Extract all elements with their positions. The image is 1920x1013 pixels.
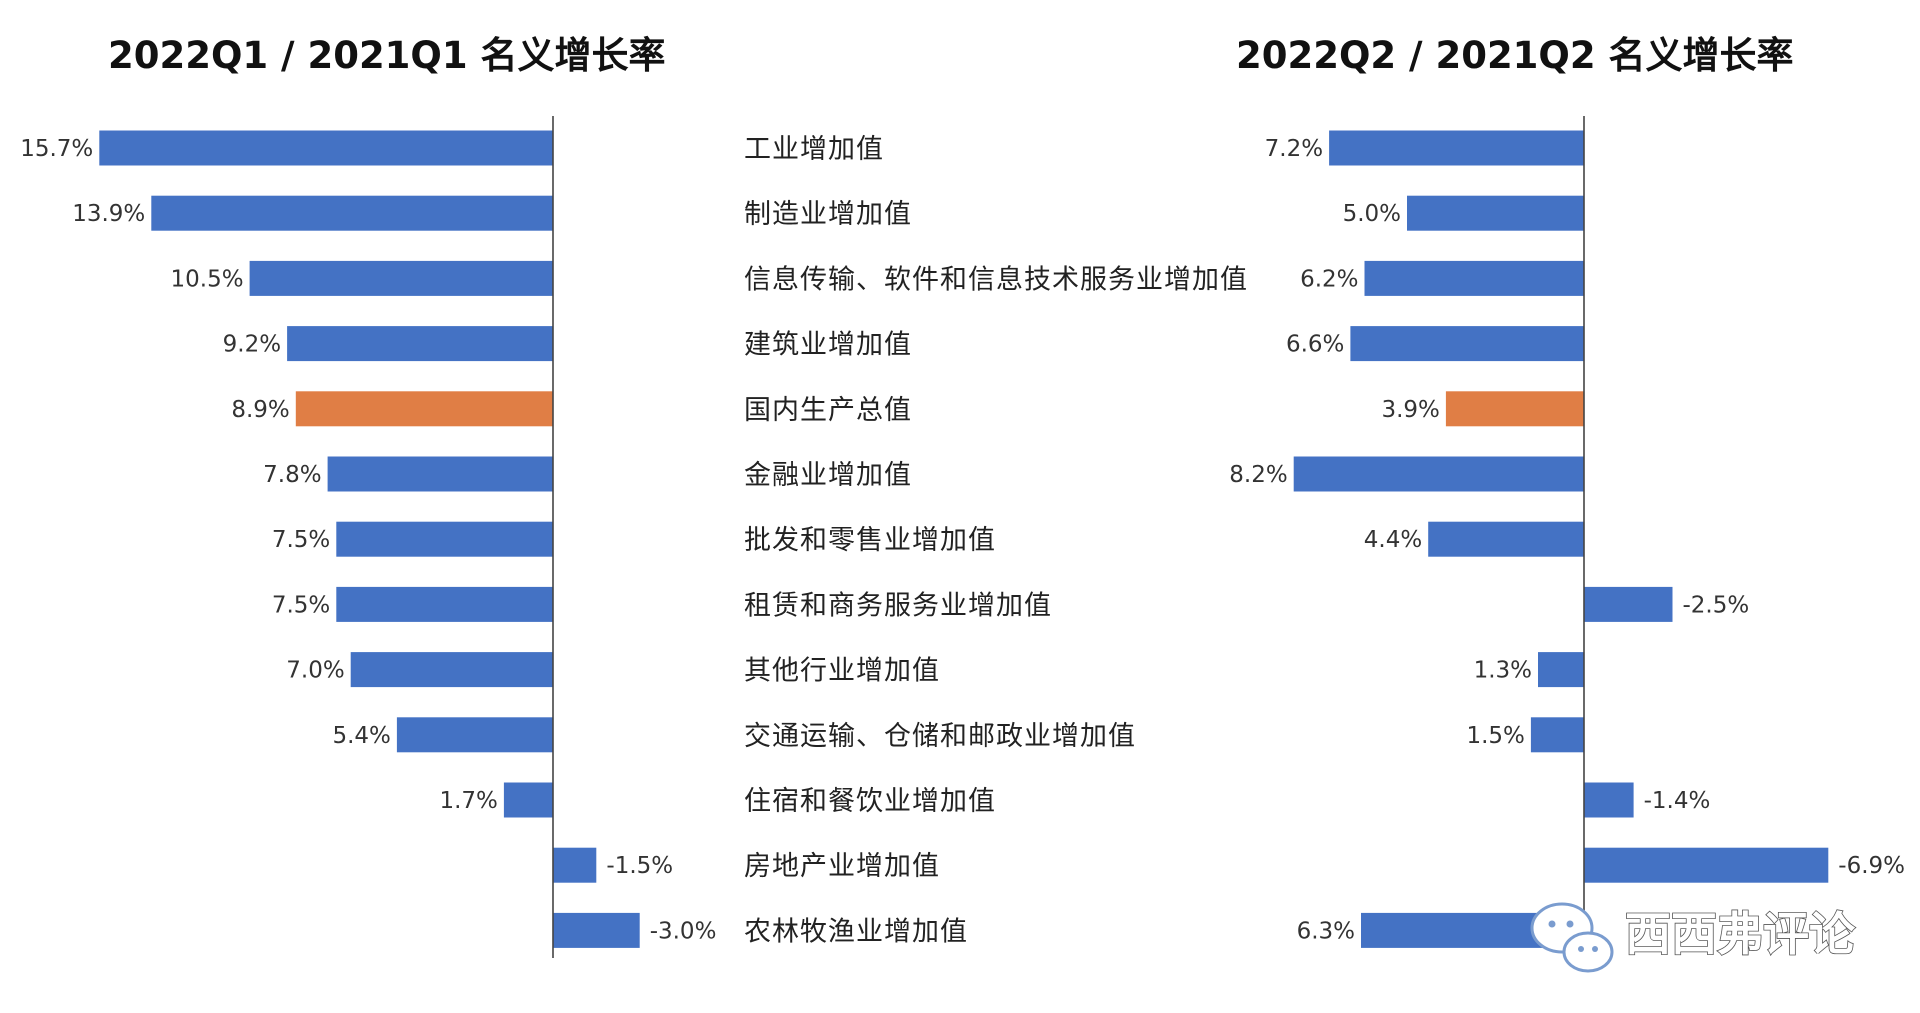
category-label: 制造业增加值: [744, 199, 912, 230]
data-label: 7.8%: [263, 462, 321, 488]
bar: [287, 326, 553, 362]
category-label: 房地产业增加值: [744, 851, 940, 882]
data-label: 1.5%: [1466, 723, 1524, 749]
bar: [1293, 456, 1584, 492]
data-label: 6.6%: [1286, 332, 1344, 358]
category-label: 住宿和餐饮业增加值: [744, 786, 996, 817]
category-label: 国内生产总值: [744, 395, 912, 426]
data-label: 8.2%: [1229, 462, 1287, 488]
bar: [396, 717, 553, 753]
chart-panel-q1: 2022Q1 / 2021Q1 名义增长率 15.7% 13.9% 10.5% 9.2%…: [20, 34, 716, 958]
bar: [553, 912, 640, 948]
category-label: 批发和零售业增加值: [744, 525, 996, 556]
watermark-text: 西西弗评论: [1625, 907, 1856, 961]
data-label: 7.5%: [272, 527, 330, 553]
bar: [99, 130, 554, 166]
data-label: 7.5%: [272, 592, 330, 618]
data-label: 4.4%: [1364, 527, 1422, 553]
watermark: 西西弗评论: [1530, 902, 1857, 973]
category-label: 租赁和商务服务业增加值: [744, 590, 1052, 621]
data-label: 15.7%: [20, 136, 93, 162]
wechat-icon: [1530, 902, 1614, 973]
category-label: 其他行业增加值: [744, 656, 940, 687]
data-label: 1.3%: [1474, 658, 1532, 684]
bar: [1584, 782, 1634, 818]
data-label: 5.0%: [1343, 201, 1401, 227]
bar: [327, 456, 553, 492]
bar: [295, 391, 553, 427]
data-label: 6.3%: [1297, 918, 1355, 944]
category-label: 农林牧渔业增加值: [744, 916, 968, 947]
bar: [336, 586, 554, 622]
bar: [553, 847, 597, 883]
data-label: -1.4%: [1644, 788, 1711, 814]
bar: [336, 521, 554, 557]
data-label: 3.9%: [1381, 397, 1439, 423]
data-label: 7.0%: [286, 658, 344, 684]
category-label: 工业增加值: [744, 134, 884, 165]
chart-panel-q2: 2022Q2 / 2021Q2 名义增长率 7.2% 5.0% 6.2% 6.6% 3.9…: [1229, 34, 1905, 958]
bar: [1445, 391, 1584, 427]
data-label: -1.5%: [606, 853, 673, 879]
bar: [1407, 195, 1584, 231]
bar: [151, 195, 554, 231]
data-label: -2.5%: [1683, 592, 1750, 618]
bar: [1350, 326, 1584, 362]
bar: [1530, 717, 1584, 753]
data-label: 7.2%: [1265, 136, 1323, 162]
bar: [1538, 652, 1584, 688]
data-label: -3.0%: [650, 918, 717, 944]
bar: [1584, 586, 1673, 622]
data-label: 5.4%: [332, 723, 390, 749]
bar: [1584, 847, 1829, 883]
data-label: 6.2%: [1300, 266, 1358, 292]
data-label: -6.9%: [1838, 853, 1905, 879]
bar: [1364, 260, 1584, 296]
data-label: 9.2%: [223, 332, 281, 358]
data-label: 1.7%: [439, 788, 497, 814]
bar: [249, 260, 553, 296]
bar: [350, 652, 553, 688]
bar: [503, 782, 553, 818]
data-label: 13.9%: [72, 201, 145, 227]
category-label: 金融业增加值: [744, 460, 912, 491]
chart-title: 2022Q1 / 2021Q1 名义增长率: [108, 34, 666, 77]
category-label: 信息传输、软件和信息技术服务业增加值: [744, 264, 1248, 295]
category-label: 交通运输、仓储和邮政业增加值: [744, 721, 1136, 752]
bar: [1428, 521, 1584, 557]
bar: [1329, 130, 1584, 166]
data-label: 10.5%: [171, 266, 244, 292]
category-labels: 工业增加值制造业增加值信息传输、软件和信息技术服务业增加值建筑业增加值国内生产总…: [744, 134, 1248, 947]
data-label: 8.9%: [231, 397, 289, 423]
category-label: 建筑业增加值: [744, 330, 912, 361]
chart-title: 2022Q2 / 2021Q2 名义增长率: [1236, 34, 1794, 77]
